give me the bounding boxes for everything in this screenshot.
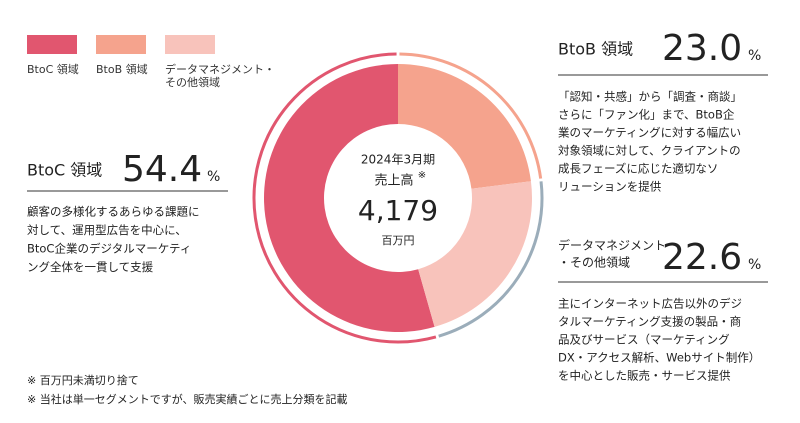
footnote: ※ 百万円未満切り捨て [27, 373, 139, 387]
value-unit: % [748, 48, 761, 64]
description-line: 業のマーケティングに対する幅広い [558, 126, 741, 140]
legend-swatch [165, 35, 215, 54]
donut-segment [418, 181, 532, 327]
value-label: 22.6 [662, 237, 742, 278]
donut-segment [263, 64, 435, 332]
legend-swatch [96, 35, 146, 54]
description-line: 顧客の多様化するあらゆる課題に [27, 205, 200, 219]
description-line: 品及びサービス（マーケティング [558, 333, 730, 347]
segment-heading: ・その他領域 [558, 255, 630, 270]
value-label: 54.4 [122, 149, 202, 190]
description-line: さらに「ファン化」まで、BtoB企 [558, 108, 735, 122]
footnote: ※ 当社は単一セグメントですが、販売実績ごとに売上分類を記載 [27, 392, 348, 406]
description-line: DX・アクセス解析、Webサイト制作） [558, 351, 760, 365]
segment-heading: BtoC 領域 [27, 161, 102, 180]
donut-segment [398, 64, 531, 189]
center-total: 4,179 [358, 194, 438, 227]
legend-label: BtoB 領域 [96, 63, 148, 76]
legend-label: データマネジメント・その他領域 [165, 63, 275, 89]
description-line: 成長フェーズに応じた適切なソ [558, 162, 718, 176]
outer-ring-arc [438, 181, 544, 338]
segment-heading: BtoB 領域 [558, 40, 633, 59]
description-line: ング全体を一貫して支援 [27, 260, 154, 274]
segment-heading: データマネジメント [558, 238, 666, 253]
description-line: 主にインターネット広告以外のデジ [558, 297, 742, 311]
legend-label: BtoC 領域 [27, 63, 79, 76]
description-line: を中心とした販売・サービス提供 [558, 369, 731, 383]
value-unit: % [207, 169, 220, 185]
center-note-mark: ※ [418, 170, 426, 181]
legend-swatch [27, 35, 77, 54]
value-unit: % [748, 257, 761, 273]
center-period: 2024年3月期 [361, 153, 435, 167]
outer-ring-arc [399, 52, 543, 179]
value-label: 23.0 [662, 28, 742, 69]
description-line: 対して、運用型広告を中心に、 [27, 223, 187, 237]
outer-ring-arc [252, 52, 437, 344]
description-line: 対象領域に対して、クライアントの [558, 144, 741, 158]
description-line: タルマーケティング支援の製品・商 [558, 315, 741, 329]
center-label: 売上高 [374, 173, 413, 189]
center-unit: 百万円 [382, 234, 415, 247]
description-line: BtoC企業のデジタルマーケティ [27, 242, 191, 256]
description-line: 「認知・共感」から「調査・商談」 [558, 90, 742, 104]
description-line: リューションを提供 [558, 180, 662, 194]
